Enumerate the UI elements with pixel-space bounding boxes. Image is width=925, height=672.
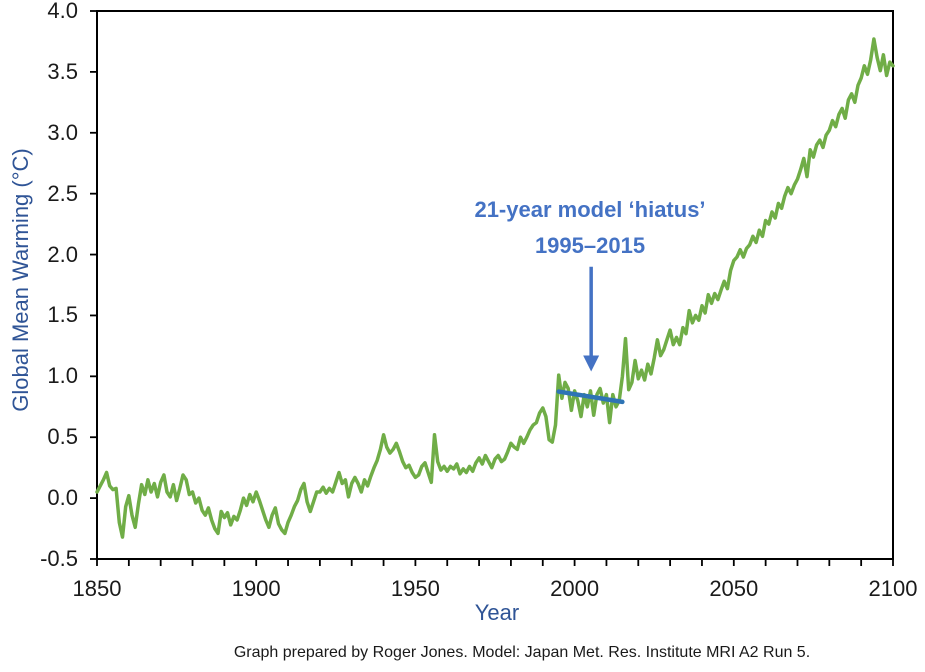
plot-frame xyxy=(90,10,894,566)
y-tick-label: 0.5 xyxy=(47,424,78,450)
y-tick-label: 0.0 xyxy=(47,485,78,511)
hiatus-annotation-line2: 1995–2015 xyxy=(534,233,646,258)
x-tick-label: 1900 xyxy=(231,576,281,601)
figure-caption: Graph prepared by Roger Jones. Model: Ja… xyxy=(233,644,811,661)
x-tick-label: 2100 xyxy=(868,576,918,601)
y-tick-label: 2.0 xyxy=(47,241,78,267)
x-tick-label: 2050 xyxy=(709,576,759,601)
warming-series-line xyxy=(95,37,895,539)
x-tick-label: 2000 xyxy=(550,576,600,601)
y-tick-label: 3.0 xyxy=(47,119,78,145)
x-tick-label: 1850 xyxy=(72,576,122,601)
hiatus-trend-line xyxy=(556,389,625,405)
hiatus-annotation-line1: 21-year model ‘hiatus’ xyxy=(474,197,706,222)
y-tick-label: 4.0 xyxy=(47,0,78,23)
y-axis-title: Global Mean Warming (°C) xyxy=(8,148,33,412)
y-tick-label: 1.0 xyxy=(47,363,78,389)
y-tick-label: 1.5 xyxy=(47,302,78,328)
x-tick-label: 1950 xyxy=(390,576,440,601)
x-axis-title: Year xyxy=(474,600,520,625)
hiatus-annotation: 21-year model ‘hiatus’ 1995–2015 xyxy=(474,192,705,264)
annotation-arrow-icon xyxy=(583,266,600,372)
y-tick-label: -0.5 xyxy=(40,546,78,571)
y-tick-label: 3.5 xyxy=(47,58,78,84)
y-tick-label: 2.5 xyxy=(47,180,78,206)
